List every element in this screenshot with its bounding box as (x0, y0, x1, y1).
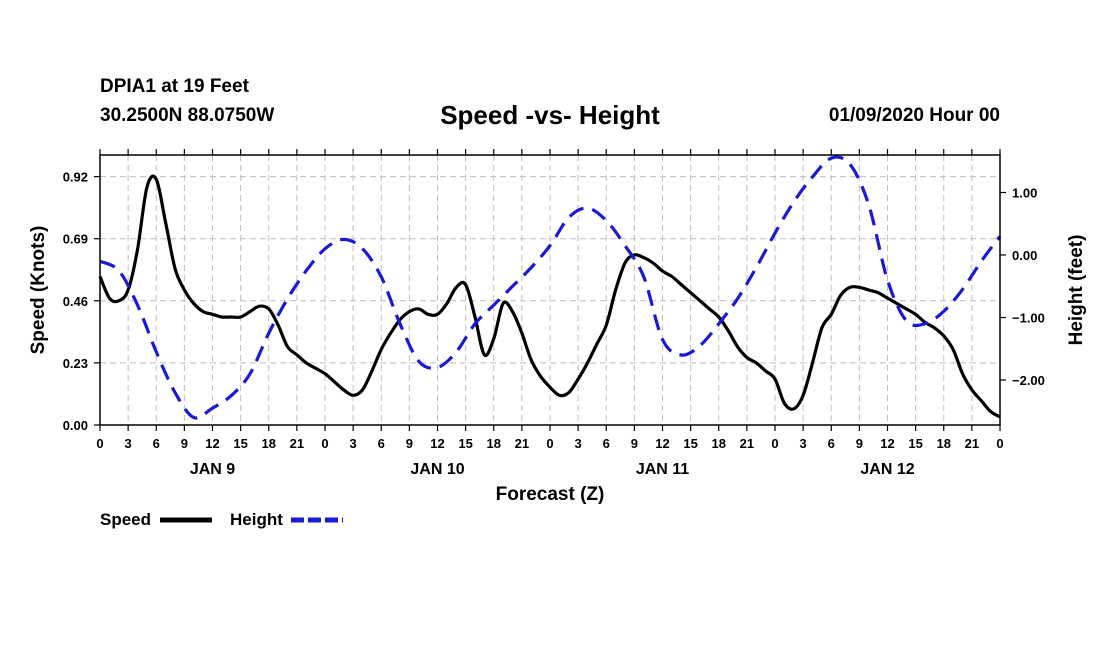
x-tick-label: 3 (125, 436, 132, 451)
day-label: JAN 9 (190, 461, 235, 478)
x-tick-label: 9 (406, 436, 413, 451)
station-label: DPIA1 at 19 Feet (100, 76, 249, 97)
x-tick-label: 6 (153, 436, 160, 451)
y-left-tick-label: 0.92 (63, 170, 88, 185)
x-tick-label: 0 (321, 436, 328, 451)
x-tick-label: 3 (575, 436, 582, 451)
x-tick-label: 21 (740, 436, 754, 451)
x-tick-label: 21 (515, 436, 529, 451)
x-tick-label: 0 (546, 436, 553, 451)
x-tick-label: 21 (965, 436, 979, 451)
tick-labels: 0 3 6 9 12 15 18 21 0 3 6 9 12 15 18 21 0 3 6 9 12 15 18 21 0 3 6 9… (63, 170, 1045, 478)
x-tick-label: 12 (430, 436, 444, 451)
day-label: JAN 10 (410, 461, 464, 478)
tick-marks (94, 149, 1006, 431)
series-group (98, 155, 1002, 420)
x-tick-label: 21 (290, 436, 304, 451)
x-tick-label: 3 (350, 436, 357, 451)
x-tick-label: 9 (856, 436, 863, 451)
y-right-tick-label: −1.00 (1012, 311, 1045, 326)
x-tick-label: 12 (205, 436, 219, 451)
legend: Speed Height (100, 510, 343, 529)
y-right-tick-label: 0.00 (1012, 248, 1037, 263)
x-tick-label: 6 (378, 436, 385, 451)
y-axis-right-title: Height (feet) (1066, 235, 1087, 346)
x-axis-title: Forecast (Z) (496, 484, 605, 505)
y-right-tick-label: 1.00 (1012, 186, 1037, 201)
y-left-tick-label: 0.00 (63, 418, 88, 433)
x-tick-label: 18 (712, 436, 726, 451)
height-series-line (99, 155, 1002, 420)
x-tick-label: 0 (96, 436, 103, 451)
y-left-tick-label: 0.46 (63, 294, 88, 309)
x-tick-label: 18 (262, 436, 276, 451)
x-tick-label: 9 (631, 436, 638, 451)
y-left-tick-label: 0.69 (63, 232, 88, 247)
x-tick-label: 9 (181, 436, 188, 451)
chart-title: Speed -vs- Height (440, 100, 660, 130)
y-right-tick-label: −2.00 (1012, 373, 1045, 388)
x-tick-label: 0 (996, 436, 1003, 451)
x-tick-label: 18 (487, 436, 501, 451)
x-tick-label: 6 (603, 436, 610, 451)
day-label: JAN 12 (860, 461, 914, 478)
legend-speed-label: Speed (100, 510, 151, 529)
grid-lines (100, 155, 1000, 425)
speed-series-line (98, 174, 1001, 419)
legend-height-label: Height (230, 510, 283, 529)
forecast-datetime: 01/09/2020 Hour 00 (828, 105, 1000, 126)
y-axis-left-title: Speed (Knots) (28, 226, 49, 355)
y-left-tick-label: 0.23 (63, 356, 88, 371)
x-tick-label: 15 (233, 436, 247, 451)
coordinates-label: 30.2500N 88.0750W (100, 105, 275, 126)
x-tick-label: 18 (937, 436, 951, 451)
x-tick-label: 6 (828, 436, 835, 451)
day-label: JAN 11 (636, 461, 689, 478)
x-tick-label: 0 (771, 436, 778, 451)
x-tick-label: 3 (800, 436, 807, 451)
x-tick-label: 15 (683, 436, 697, 451)
x-tick-label: 12 (655, 436, 669, 451)
x-tick-label: 12 (880, 436, 894, 451)
x-tick-label: 15 (908, 436, 922, 451)
x-tick-label: 15 (458, 436, 472, 451)
